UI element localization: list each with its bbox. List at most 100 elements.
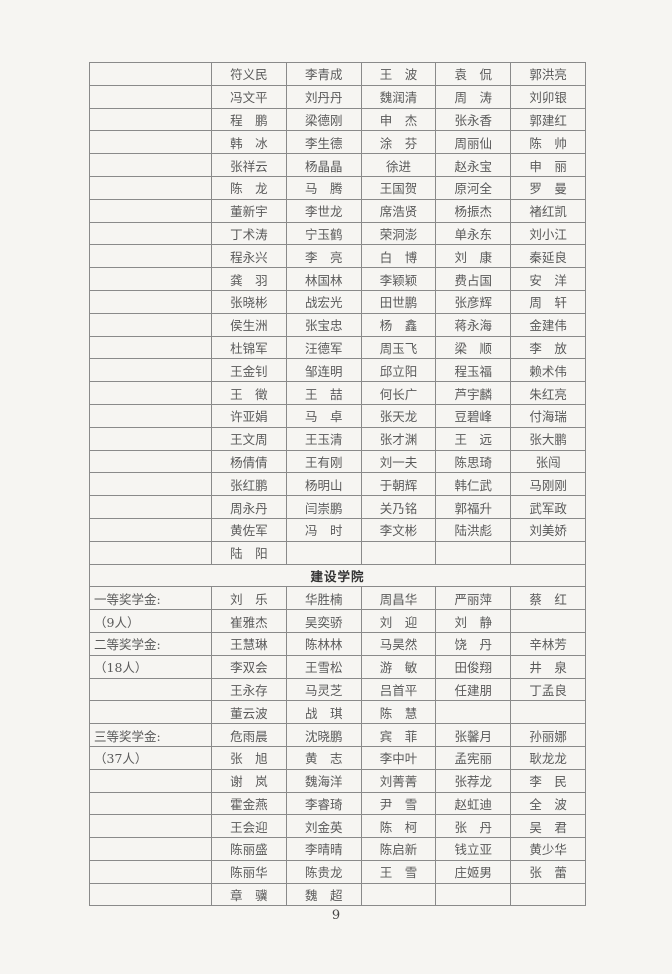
student-name: 芦宇麟 [435,381,512,405]
student-name: 王玉清 [285,426,362,451]
student-name: 付海瑞 [510,403,586,428]
student-name: 张馨月 [435,723,512,747]
student-name: 沈晓鹏 [285,723,362,747]
student-name: 蒋永海 [435,312,512,337]
student-name: 李双会 [211,654,287,679]
student-name: 郭洪亮 [510,62,586,86]
student-name: 杨振杰 [435,198,512,223]
student-name: 于朝辉 [360,472,437,497]
student-name: 陈 慧 [360,700,437,725]
student-name: 赵虹迪 [435,791,512,816]
table-row: 王金钊 邹连明 邱立阳 程玉福 赖术伟 [89,358,586,383]
award-label [89,517,212,542]
student-name: 张 丹 [435,814,512,839]
student-name: 董新宇 [211,198,287,223]
student-name: 尹 雪 [360,791,437,816]
award-label: 三等奖学金: [89,723,212,747]
student-name: 王国贺 [360,175,437,200]
student-name: 陈 龙 [211,175,287,200]
student-name: 刘 乐 [211,586,287,611]
student-name: 李 亮 [285,244,362,269]
student-name: 张红鹏 [211,472,287,497]
table-row: 黄佐军冯 时李文彬 陆洪彪 刘美娇 [89,517,586,542]
table-row: 陆 阳 [89,540,586,565]
student-name: 陈丽盛 [211,837,287,861]
student-name: 安 洋 [510,267,586,291]
student-name: 李世龙 [285,198,362,223]
student-name: 王有刚 [285,449,362,474]
student-name: 井 泉 [510,654,586,679]
student-name: 邹连明 [285,358,362,383]
student-name: 周丽仙 [435,130,512,155]
table-row: 周永丹 闫崇鹏 关乃铭 郭福升 武军政 [89,495,586,519]
student-name: 魏 超 [285,882,362,907]
student-name: 龚 羽 [211,267,287,291]
student-name: 郭建红 [510,107,586,132]
student-name: 宁玉鹤 [285,221,362,246]
student-name: 王 远 [435,426,512,451]
student-name: 陆洪彪 [435,517,512,542]
award-label [89,837,212,861]
table-row: 张祥云 杨晶晶 徐进 赵永宝申 丽 [89,153,586,177]
student-name: 陈丽华 [211,859,287,884]
table-row: 一等奖学金: 刘 乐华胜楠 周昌华 严丽萍蔡 红 [89,586,586,611]
student-name: 杨明山 [285,472,362,497]
student-name: 豆碧峰 [435,403,512,428]
student-name: 张才渊 [360,426,437,451]
table-row: 丁术涛 宁玉鹤 荣洞澎 单永东 刘小江 [89,221,586,246]
student-name: 陆 阳 [211,540,287,565]
student-name: 黄 志 [285,745,362,770]
award-label [89,403,212,428]
student-name: 王文周 [211,426,287,451]
student-name: 郭福升 [435,495,512,519]
student-name: 武军政 [510,495,586,519]
student-name: 张 蕾 [510,859,586,884]
scholarship-table: 符义民 李青成王 波袁 侃郭洪亮 冯文平 刘丹丹 魏润清周 涛刘卯银程 鹏梁德刚申 杰张… [89,62,586,907]
student-name: 刘 康 [435,244,512,269]
student-name: 符义民 [211,62,287,86]
table-row: 龚 羽林国林 李颖颖 费占国安 洋 [89,267,586,291]
student-name [510,609,586,633]
award-label [89,130,212,155]
student-name: 钱立亚 [435,837,512,861]
student-name: 战宏光 [285,289,362,314]
student-name: 张大鹏 [510,426,586,451]
student-name: 刘 迎 [360,609,437,633]
student-name: 邱立阳 [360,358,437,383]
student-name: 许亚娟 [211,403,287,428]
student-name: 陈贵龙 [285,859,362,884]
student-name: 黄少华 [510,837,586,861]
student-name: 刘卯银 [510,84,586,109]
student-name: 黄佐军 [211,517,287,542]
student-name: 陈思琦 [435,449,512,474]
student-name: 张荐龙 [435,768,512,793]
student-name: 董云波 [211,700,287,725]
student-name: 褚红凯 [510,198,586,223]
table-row: 符义民 李青成王 波袁 侃郭洪亮 [89,62,586,86]
student-name: 王会迎 [211,814,287,839]
student-name: 马 卓 [285,403,362,428]
student-name: 周昌华 [360,586,437,611]
award-label [89,107,212,132]
student-name: 李睿琦 [285,791,362,816]
table-row: 董新宇 李世龙 席浩贤 杨振杰 褚红凯 [89,198,586,223]
student-name: 闫崇鹏 [285,495,362,519]
award-label [89,335,212,360]
award-label [89,381,212,405]
student-name: 秦延良 [510,244,586,269]
student-name: 侯生洲 [211,312,287,337]
student-name [510,700,586,725]
student-name: 张晓彬 [211,289,287,314]
table-row: 董云波战 琪陈 慧 [89,700,586,725]
student-name: 李 放 [510,335,586,360]
student-name: 白 博 [360,244,437,269]
student-name: 刘丹丹 [285,84,362,109]
student-name: 荣洞澎 [360,221,437,246]
award-label [89,472,212,497]
student-name: 涂 芬 [360,130,437,155]
student-name: 梁 顺 [435,335,512,360]
table-row: 霍金燕 李睿琦尹 雪赵虹迪全 波 [89,791,586,816]
student-name: 李中叶 [360,745,437,770]
student-name: 王 喆 [285,381,362,405]
student-name: 丁孟良 [510,677,586,702]
